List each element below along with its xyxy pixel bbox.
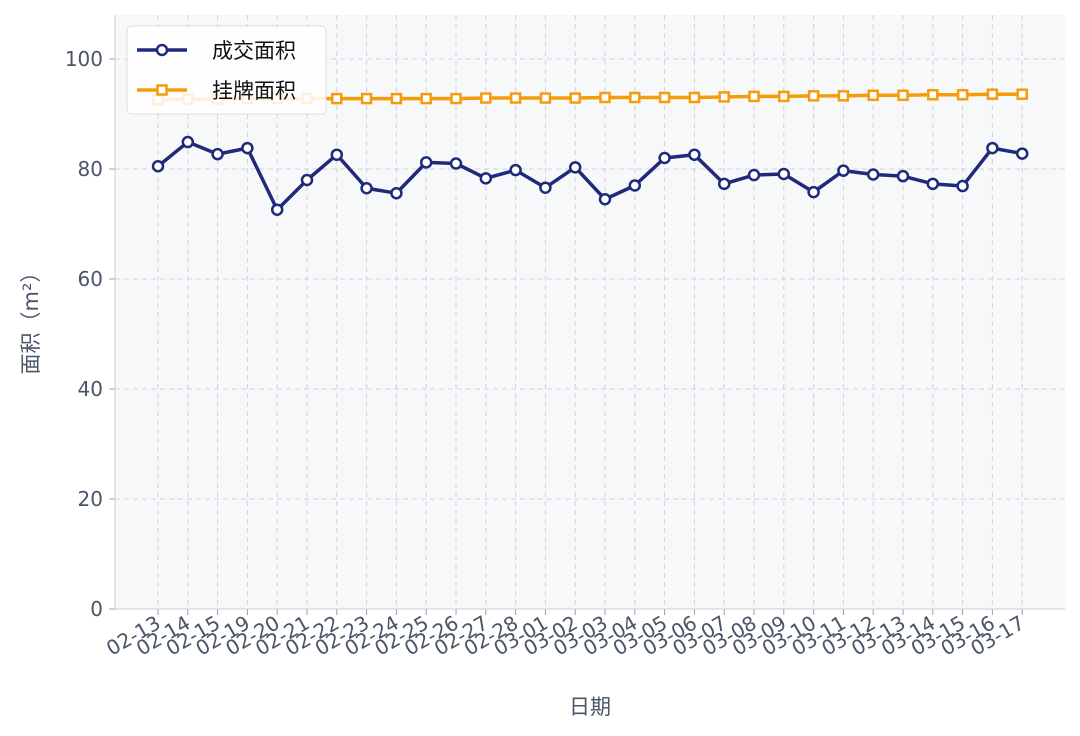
data-point-1 xyxy=(569,92,581,104)
data-point-1 xyxy=(748,90,760,103)
data-point-1 xyxy=(867,89,879,102)
data-point-0 xyxy=(479,172,493,185)
data-point-0 xyxy=(568,161,582,174)
data-point-0 xyxy=(956,179,969,193)
legend-marker-0 xyxy=(155,43,169,57)
data-point-1 xyxy=(599,91,611,104)
data-point-1 xyxy=(420,92,432,105)
data-point-0 xyxy=(330,148,344,161)
data-point-0 xyxy=(986,141,999,155)
data-point-1 xyxy=(927,89,939,101)
data-point-1 xyxy=(718,91,730,103)
legend: 成交面积 挂牌面积 xyxy=(126,25,327,115)
data-point-0 xyxy=(181,135,195,149)
y-tick-label: 60 xyxy=(78,267,103,291)
data-point-0 xyxy=(598,193,612,206)
data-point-1 xyxy=(1016,88,1028,100)
data-point-1 xyxy=(897,89,909,102)
data-point-0 xyxy=(658,151,671,165)
data-point-1 xyxy=(450,92,462,105)
y-tick-label: 0 xyxy=(90,597,103,621)
data-point-1 xyxy=(658,91,671,104)
y-tick-label: 20 xyxy=(78,487,103,511)
y-tick-label: 40 xyxy=(78,377,103,401)
data-point-1 xyxy=(509,92,522,104)
y-axis-title: 面积（m²） xyxy=(19,262,43,375)
data-point-1 xyxy=(986,88,999,100)
data-point-1 xyxy=(837,90,850,102)
data-point-0 xyxy=(509,163,522,177)
data-point-0 xyxy=(270,203,284,216)
data-point-1 xyxy=(807,90,820,102)
data-point-1 xyxy=(331,92,343,105)
data-point-0 xyxy=(211,147,224,161)
data-point-1 xyxy=(390,92,403,105)
legend-box xyxy=(126,25,327,115)
data-point-0 xyxy=(241,141,254,155)
data-point-0 xyxy=(300,173,314,187)
data-point-0 xyxy=(896,169,910,183)
data-point-0 xyxy=(688,148,701,161)
legend-label-1: 挂牌面积 xyxy=(212,79,296,103)
data-point-0 xyxy=(837,164,850,177)
data-point-1 xyxy=(360,92,373,105)
x-axis-title: 日期 xyxy=(569,695,611,719)
data-point-0 xyxy=(717,177,731,191)
y-tick-label: 100 xyxy=(65,47,103,71)
data-point-0 xyxy=(360,182,373,195)
data-point-1 xyxy=(688,91,701,104)
data-point-0 xyxy=(390,186,403,200)
data-point-0 xyxy=(151,160,165,173)
y-tick-label: 80 xyxy=(78,157,103,181)
legend-label-0: 成交面积 xyxy=(212,39,296,63)
data-point-1 xyxy=(539,92,552,104)
legend-marker-1 xyxy=(156,84,168,96)
data-point-0 xyxy=(777,167,791,181)
data-point-0 xyxy=(866,168,880,181)
data-point-1 xyxy=(629,91,641,104)
data-point-0 xyxy=(807,185,820,199)
data-point-0 xyxy=(419,156,433,169)
data-point-1 xyxy=(778,90,790,103)
data-point-1 xyxy=(480,92,492,104)
data-point-0 xyxy=(628,179,642,192)
data-point-0 xyxy=(449,157,463,170)
data-point-0 xyxy=(747,168,761,182)
data-point-0 xyxy=(926,177,940,191)
data-point-1 xyxy=(956,89,969,101)
data-point-0 xyxy=(539,181,552,194)
data-point-0 xyxy=(1015,147,1029,160)
